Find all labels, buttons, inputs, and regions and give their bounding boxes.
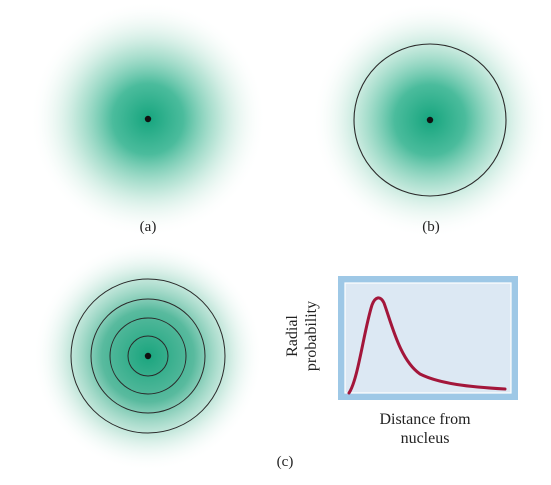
shell-ring-4 bbox=[70, 278, 226, 434]
x-axis-label-line2: nucleus bbox=[400, 430, 450, 447]
radial-probability-curve bbox=[347, 296, 507, 395]
y-axis-label-line2: probability bbox=[303, 300, 320, 372]
nucleus-dot-b bbox=[426, 116, 434, 124]
nucleus-dot-a bbox=[144, 115, 152, 123]
x-axis-label: Distance from nucleus bbox=[340, 410, 510, 448]
caption-a: (a) bbox=[139, 219, 157, 235]
nucleus-dot-c bbox=[144, 352, 152, 360]
shell-ring-1 bbox=[127, 335, 169, 377]
panel-a bbox=[30, 1, 266, 237]
x-axis-label-line1: Distance from bbox=[379, 411, 471, 428]
y-axis-label-line1: Radial bbox=[284, 315, 301, 357]
radial-probability-graph bbox=[338, 276, 518, 400]
y-axis-label: Radial probability bbox=[283, 286, 327, 386]
panel-b bbox=[312, 2, 548, 238]
caption-b: (b) bbox=[422, 219, 440, 235]
caption-c: (c) bbox=[276, 454, 294, 470]
panel-c bbox=[33, 241, 263, 471]
shell-ring-3 bbox=[90, 298, 206, 414]
boundary-sphere-b bbox=[353, 43, 507, 197]
shell-ring-2 bbox=[109, 317, 187, 395]
